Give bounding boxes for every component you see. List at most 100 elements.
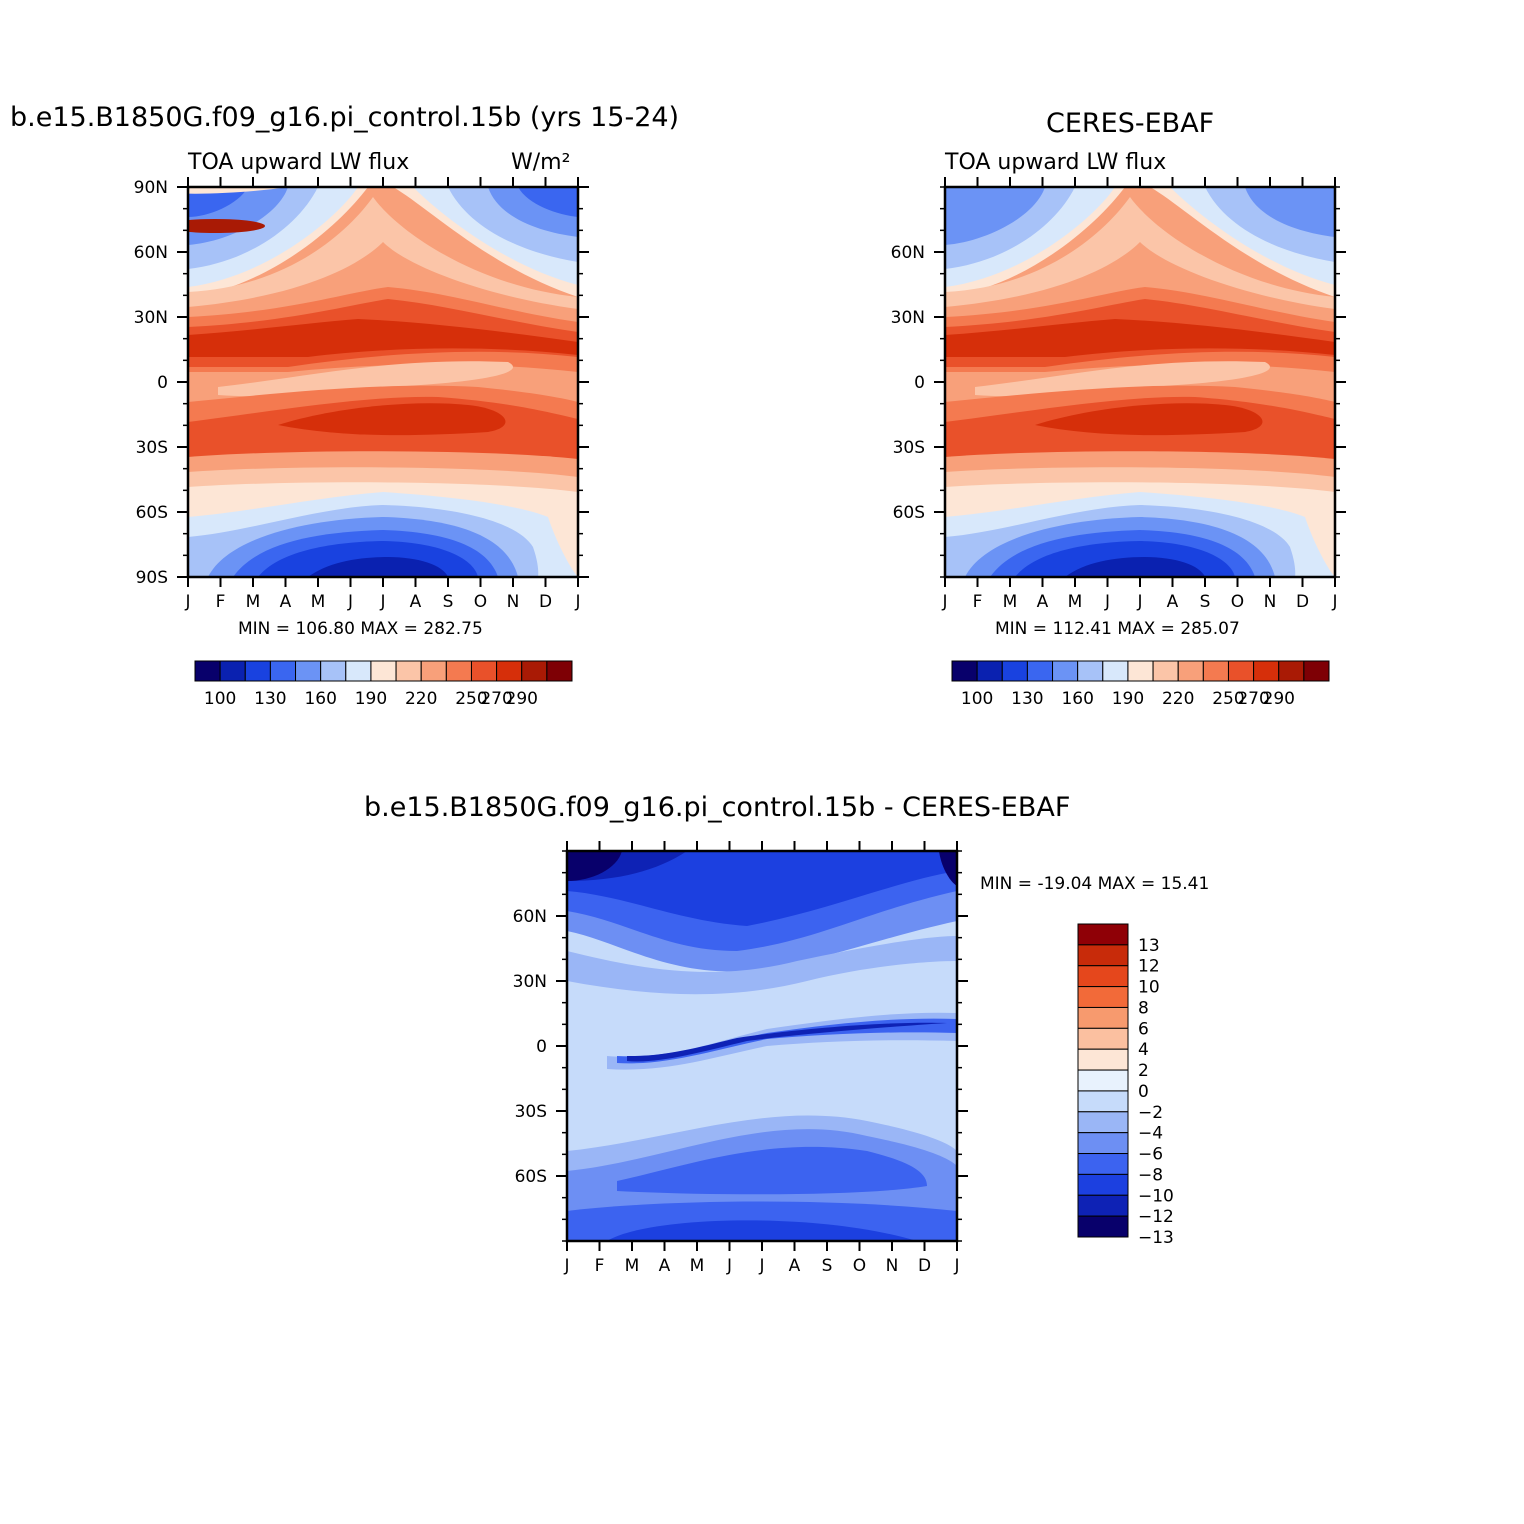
y-tick-label: 60S (515, 1167, 547, 1187)
colorbar-label: 220 (405, 689, 437, 709)
contour-region (115, 51, 285, 79)
colorbar-label: −6 (1138, 1145, 1163, 1165)
x-tick-label: S (1200, 592, 1211, 612)
contour-region (617, 1018, 957, 1064)
y-tick-label: 60N (891, 243, 925, 263)
x-tick-label: A (280, 592, 292, 612)
colorbar-label: 250 (1212, 689, 1244, 709)
x-tick-label: O (853, 1256, 866, 1276)
x-tick-label: A (789, 1256, 801, 1276)
colorbar-swatch (470, 660, 498, 682)
x-tick-label: F (595, 1256, 605, 1276)
contour-region (188, 219, 265, 233)
contour-region (607, 1220, 917, 1241)
model-minmax: MIN = 106.80 MAX = 282.75 (238, 619, 483, 639)
colorbar-swatch (1077, 1006, 1129, 1029)
colorbar-label: 190 (1112, 689, 1144, 709)
colorbar-swatch (1077, 965, 1129, 988)
x-tick-label: D (539, 592, 552, 612)
colorbar-swatch (1227, 660, 1255, 682)
contour-region (38, 153, 146, 202)
colorbar-label: 270 (480, 689, 512, 709)
contour-region (1035, 403, 1263, 436)
colorbar-swatch (1077, 1132, 1129, 1155)
contour-region (188, 319, 578, 357)
y-tick-label: 30S (515, 1102, 547, 1122)
colorbar-swatch (1077, 923, 1129, 946)
colorbar-swatch (1077, 1111, 1129, 1134)
colorbar-label: 160 (304, 689, 336, 709)
colorbar-label: 220 (1162, 689, 1194, 709)
colorbar-label: 2 (1138, 1061, 1149, 1081)
contour-region (67, 160, 134, 193)
colorbar-swatch (1077, 1090, 1129, 1113)
contour-region (518, 187, 578, 217)
contour-region (0, 264, 60, 280)
colorbar-swatch (194, 660, 221, 682)
x-tick-label: F (973, 592, 983, 612)
colorbar-swatch (1077, 1194, 1129, 1217)
colorbar-label: 13 (1138, 936, 1160, 956)
obs-variable-label: TOA upward LW flux (945, 150, 1167, 175)
contour-region (975, 361, 1270, 397)
colorbar-label: 6 (1138, 1019, 1149, 1039)
colorbar-label: −8 (1138, 1165, 1163, 1185)
contour-region (270, 108, 370, 136)
x-tick-label: M (1003, 592, 1018, 612)
contour-region (188, 187, 248, 217)
colorbar-label: 250 (455, 689, 487, 709)
y-tick-label: 90S (136, 568, 168, 588)
colorbar-label: 100 (961, 689, 993, 709)
y-tick-label: 30S (136, 438, 168, 458)
contour-region (87, 166, 117, 184)
contour-region (567, 851, 957, 926)
x-tick-label: J (563, 1256, 569, 1276)
contour-region (43, 155, 107, 169)
colorbar-swatch (1077, 986, 1129, 1008)
x-tick-label: N (886, 1256, 899, 1276)
colorbar-label: −2 (1138, 1103, 1163, 1123)
colorbar-swatch (1077, 660, 1104, 682)
contour-region (939, 851, 957, 886)
x-tick-label: M (246, 592, 261, 612)
contour-region (228, 106, 272, 124)
colorbar-label: −4 (1138, 1124, 1163, 1144)
colorbar-swatch (420, 660, 447, 682)
colorbar-label: −10 (1138, 1186, 1174, 1206)
colorbar-label: 0 (1138, 1082, 1149, 1102)
colorbar-swatch (1127, 660, 1154, 682)
contour-region (154, 348, 166, 356)
x-tick-label: J (347, 592, 353, 612)
x-tick-label: S (443, 592, 454, 612)
colorbar-swatch (1077, 1027, 1129, 1050)
colorbar-swatch (496, 660, 523, 682)
contour-region (205, 124, 306, 146)
colorbar-swatch (1077, 1215, 1129, 1238)
contour-region (188, 187, 320, 194)
x-tick-label: N (507, 592, 520, 612)
contour-region (945, 187, 1045, 245)
colorbar-swatch (521, 660, 548, 682)
contour-region (945, 319, 1335, 357)
x-tick-label: J (953, 1256, 959, 1276)
colorbar-swatch (1026, 660, 1054, 682)
y-tick-label: 60N (134, 243, 168, 263)
y-tick-label: 0 (157, 373, 168, 393)
y-tick-label: 30N (891, 308, 925, 328)
colorbar-label: 130 (1011, 689, 1043, 709)
colorbar-label: 160 (1061, 689, 1093, 709)
model-title: b.e15.B1850G.f09_g16.pi_control.15b (yrs… (10, 102, 680, 133)
x-tick-label: J (1136, 592, 1142, 612)
x-tick-label: J (726, 1256, 732, 1276)
x-tick-label: F (216, 592, 226, 612)
colorbar-label: 10 (1138, 978, 1160, 998)
y-tick-label: 90N (134, 178, 168, 198)
contour-region (1245, 187, 1335, 237)
colorbar-swatch (1278, 660, 1305, 682)
colorbar-label: −13 (1138, 1228, 1174, 1248)
colorbar-swatch (1077, 1153, 1129, 1175)
colorbar-label: 4 (1138, 1040, 1149, 1060)
colorbar-swatch (1202, 660, 1229, 682)
contour-region (275, 171, 345, 177)
